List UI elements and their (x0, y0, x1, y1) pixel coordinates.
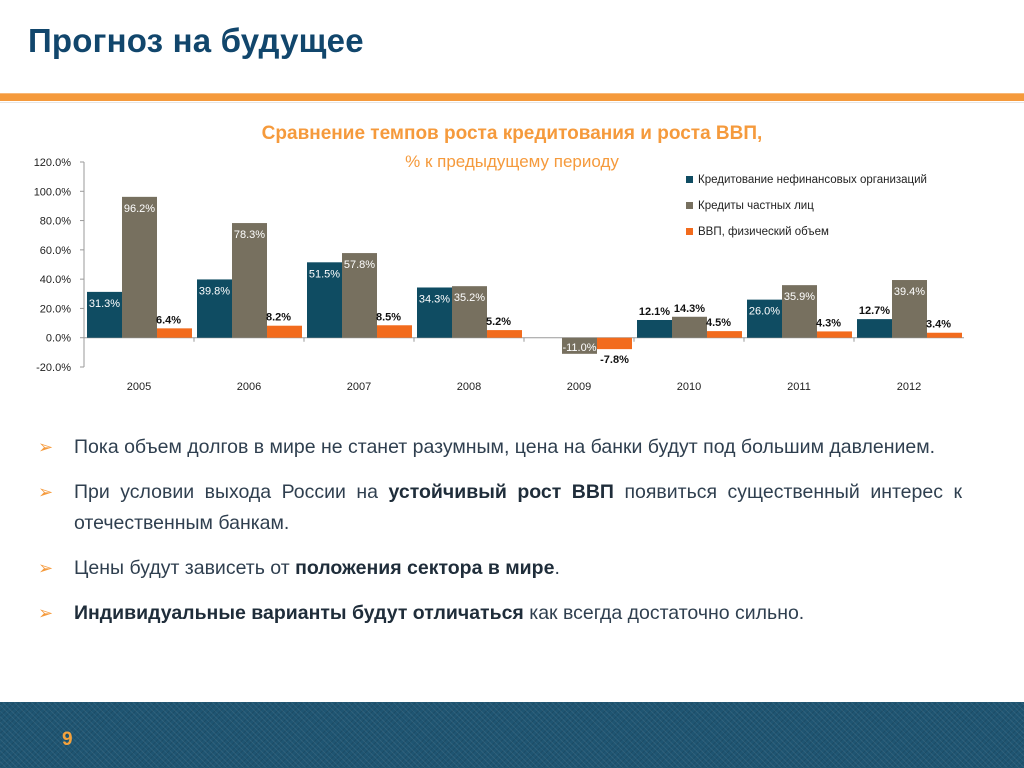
bar-2012-series1 (857, 319, 892, 338)
bullet-item: ➢ Пока объем долгов в мире не станет разу… (36, 432, 962, 463)
data-label: 3.4% (926, 319, 951, 331)
bar-2006-series1 (197, 279, 232, 338)
arrow-bullet-icon: ➢ (38, 482, 54, 503)
title-divider (0, 93, 1024, 103)
bar-2005-series1 (87, 291, 122, 338)
data-label: 8.5% (376, 311, 401, 323)
bar-2009-series3 (597, 337, 632, 350)
legend-swatch (686, 228, 693, 235)
bar-2007-series3 (377, 325, 412, 338)
bar-2012-series3 (927, 332, 962, 338)
x-tick-label: 2012 (897, 381, 921, 393)
data-label: 78.3% (234, 229, 265, 241)
data-label: 35.9% (784, 291, 815, 303)
bar-2010-series1 (637, 319, 672, 338)
data-label: 31.3% (89, 298, 120, 310)
x-tick-label: 2011 (787, 381, 811, 393)
arrow-bullet-icon: ➢ (38, 558, 54, 579)
data-label: 4.5% (706, 317, 731, 329)
data-label: 14.3% (674, 303, 705, 315)
data-label: 5.2% (486, 316, 511, 328)
chart-title: Сравнение темпов роста кредитования и ро… (262, 123, 763, 144)
data-label: 35.2% (454, 292, 485, 304)
bar-2011-series2 (782, 285, 817, 338)
bullet-text: . (554, 557, 560, 579)
bullet-text: как всегда достаточно сильно. (523, 602, 805, 624)
data-label: 6.4% (156, 314, 181, 326)
bullet-text: появиться существенный интерес к отечест… (74, 481, 962, 534)
data-label: 12.1% (639, 306, 670, 318)
x-tick-label: 2009 (567, 381, 591, 393)
data-label: 96.2% (124, 203, 155, 215)
y-tick-label: 60.0% (40, 245, 71, 257)
legend-swatch (686, 202, 693, 209)
y-tick-label: 100.0% (34, 186, 72, 198)
y-tick-label: 80.0% (40, 216, 71, 228)
data-label: 39.8% (199, 285, 230, 297)
data-label: 12.7% (859, 305, 890, 317)
y-tick-label: 120.0% (34, 157, 72, 169)
bar-2008-series2 (452, 286, 487, 338)
data-label: -7.8% (600, 354, 629, 366)
bar-2010-series3 (707, 331, 742, 338)
bar-2011-series1 (747, 299, 782, 338)
page-number: 9 (62, 729, 73, 750)
bullet-emphasis: устойчивый рост ВВП (388, 481, 614, 503)
x-tick-label: 2007 (347, 381, 371, 393)
bullet-emphasis: Индивидуальные варианты будут отличаться (74, 602, 524, 624)
chart-subtitle: % к предыдущему периоду (405, 152, 619, 171)
footer-bar: 9 (0, 702, 1024, 768)
bar-2005-series3 (157, 328, 192, 338)
bullet-item: ➢ Цены будут зависеть от положения сектор… (36, 553, 962, 584)
legend-label: ВВП, физический объем (698, 226, 829, 238)
bullet-text: Пока объем долгов в мире не станет разум… (74, 436, 936, 458)
x-tick-label: 2006 (237, 381, 261, 393)
x-tick-label: 2008 (457, 381, 481, 393)
bullet-list: ➢ Пока объем долгов в мире не станет разу… (36, 432, 962, 643)
arrow-bullet-icon: ➢ (38, 437, 54, 458)
bar-2005-series2 (122, 196, 157, 338)
bar-2008-series3 (487, 330, 522, 338)
data-label: -11.0% (562, 342, 596, 354)
bullet-item: ➢ Индивидуальные варианты будут отличатьс… (36, 598, 962, 629)
bar-2007-series2 (342, 253, 377, 338)
bar-2006-series3 (267, 325, 302, 338)
bullet-item: ➢ При условии выхода России на устойчивый… (36, 477, 962, 539)
data-label: 26.0% (749, 306, 780, 318)
bar-2007-series1 (307, 262, 342, 338)
y-tick-label: 20.0% (40, 303, 71, 315)
credit-vs-gdp-chart: Сравнение темпов роста кредитования и ро… (34, 123, 964, 393)
data-label: 4.3% (816, 317, 841, 329)
x-tick-label: 2005 (127, 381, 151, 393)
slide-title: Прогноз на будущее (28, 22, 364, 59)
bar-2006-series2 (232, 223, 267, 338)
legend-label: Кредитование нефинансовых организаций (698, 174, 927, 186)
data-label: 51.5% (309, 268, 340, 280)
y-tick-label: 40.0% (40, 274, 71, 286)
bar-2010-series2 (672, 316, 707, 338)
bullet-emphasis: положения сектора в мире (295, 557, 555, 579)
bullet-text: Цены будут зависеть от (74, 557, 296, 579)
y-tick-label: -20.0% (36, 362, 71, 374)
bar-2009-series2 (562, 337, 597, 354)
y-tick-label: 0.0% (46, 333, 71, 345)
arrow-bullet-icon: ➢ (38, 603, 54, 624)
bar-2008-series1 (417, 287, 452, 338)
data-label: 34.3% (419, 293, 450, 305)
legend-label: Кредиты частных лиц (698, 200, 814, 212)
x-tick-label: 2010 (677, 381, 701, 393)
bar-2011-series3 (817, 331, 852, 338)
data-label: 57.8% (344, 259, 375, 271)
bar-2012-series2 (892, 280, 927, 338)
bullet-text: При условии выхода России на (74, 481, 389, 503)
data-label: 39.4% (894, 286, 925, 298)
data-label: 8.2% (266, 312, 291, 324)
legend-swatch (686, 176, 693, 183)
